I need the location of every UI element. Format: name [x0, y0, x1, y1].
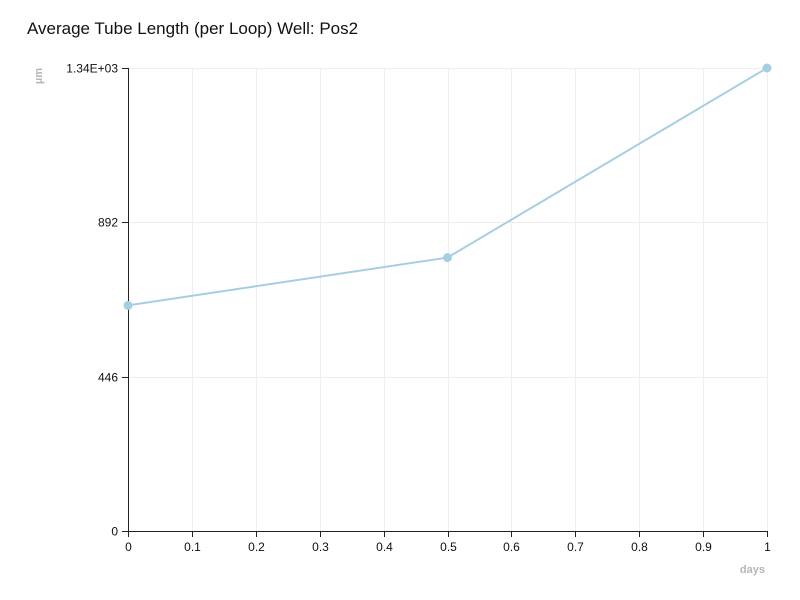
axes: 0 0.1 0.2 0.3 0.4 0.5 0.6 0.7 0.8 0.9 1 0 446 892 1.34… — [66, 62, 771, 555]
x-tick-label: 0.9 — [695, 540, 712, 554]
x-tick-label: 0.3 — [312, 540, 329, 554]
series-line — [127, 67, 768, 307]
chart-title: Average Tube Length (per Loop) Well: Pos… — [27, 19, 359, 38]
x-tick-label: 0.8 — [631, 540, 648, 554]
y-tick-label: 892 — [98, 216, 118, 230]
data-point[interactable] — [762, 63, 772, 73]
y-axis-label: µm — [33, 68, 45, 84]
x-tick-label: 0.2 — [248, 540, 265, 554]
y-tick-label: 446 — [98, 371, 118, 385]
data-point[interactable] — [443, 253, 452, 263]
x-tick-label: 0 — [125, 540, 132, 554]
y-tick-label: 1.34E+03 — [66, 62, 118, 76]
x-tick-label: 0.1 — [184, 540, 201, 554]
grid — [128, 68, 768, 531]
x-axis-label: days — [740, 564, 765, 576]
x-tick-label: 0.5 — [440, 540, 457, 554]
x-tick-label: 0.7 — [567, 540, 584, 554]
data-point[interactable] — [123, 300, 133, 310]
x-tick-label: 0.4 — [376, 540, 393, 554]
series-layer — [123, 63, 772, 310]
x-tick-label: 1 — [764, 540, 771, 554]
y-tick-label: 0 — [111, 525, 118, 539]
x-tick-label: 0.6 — [503, 540, 520, 554]
